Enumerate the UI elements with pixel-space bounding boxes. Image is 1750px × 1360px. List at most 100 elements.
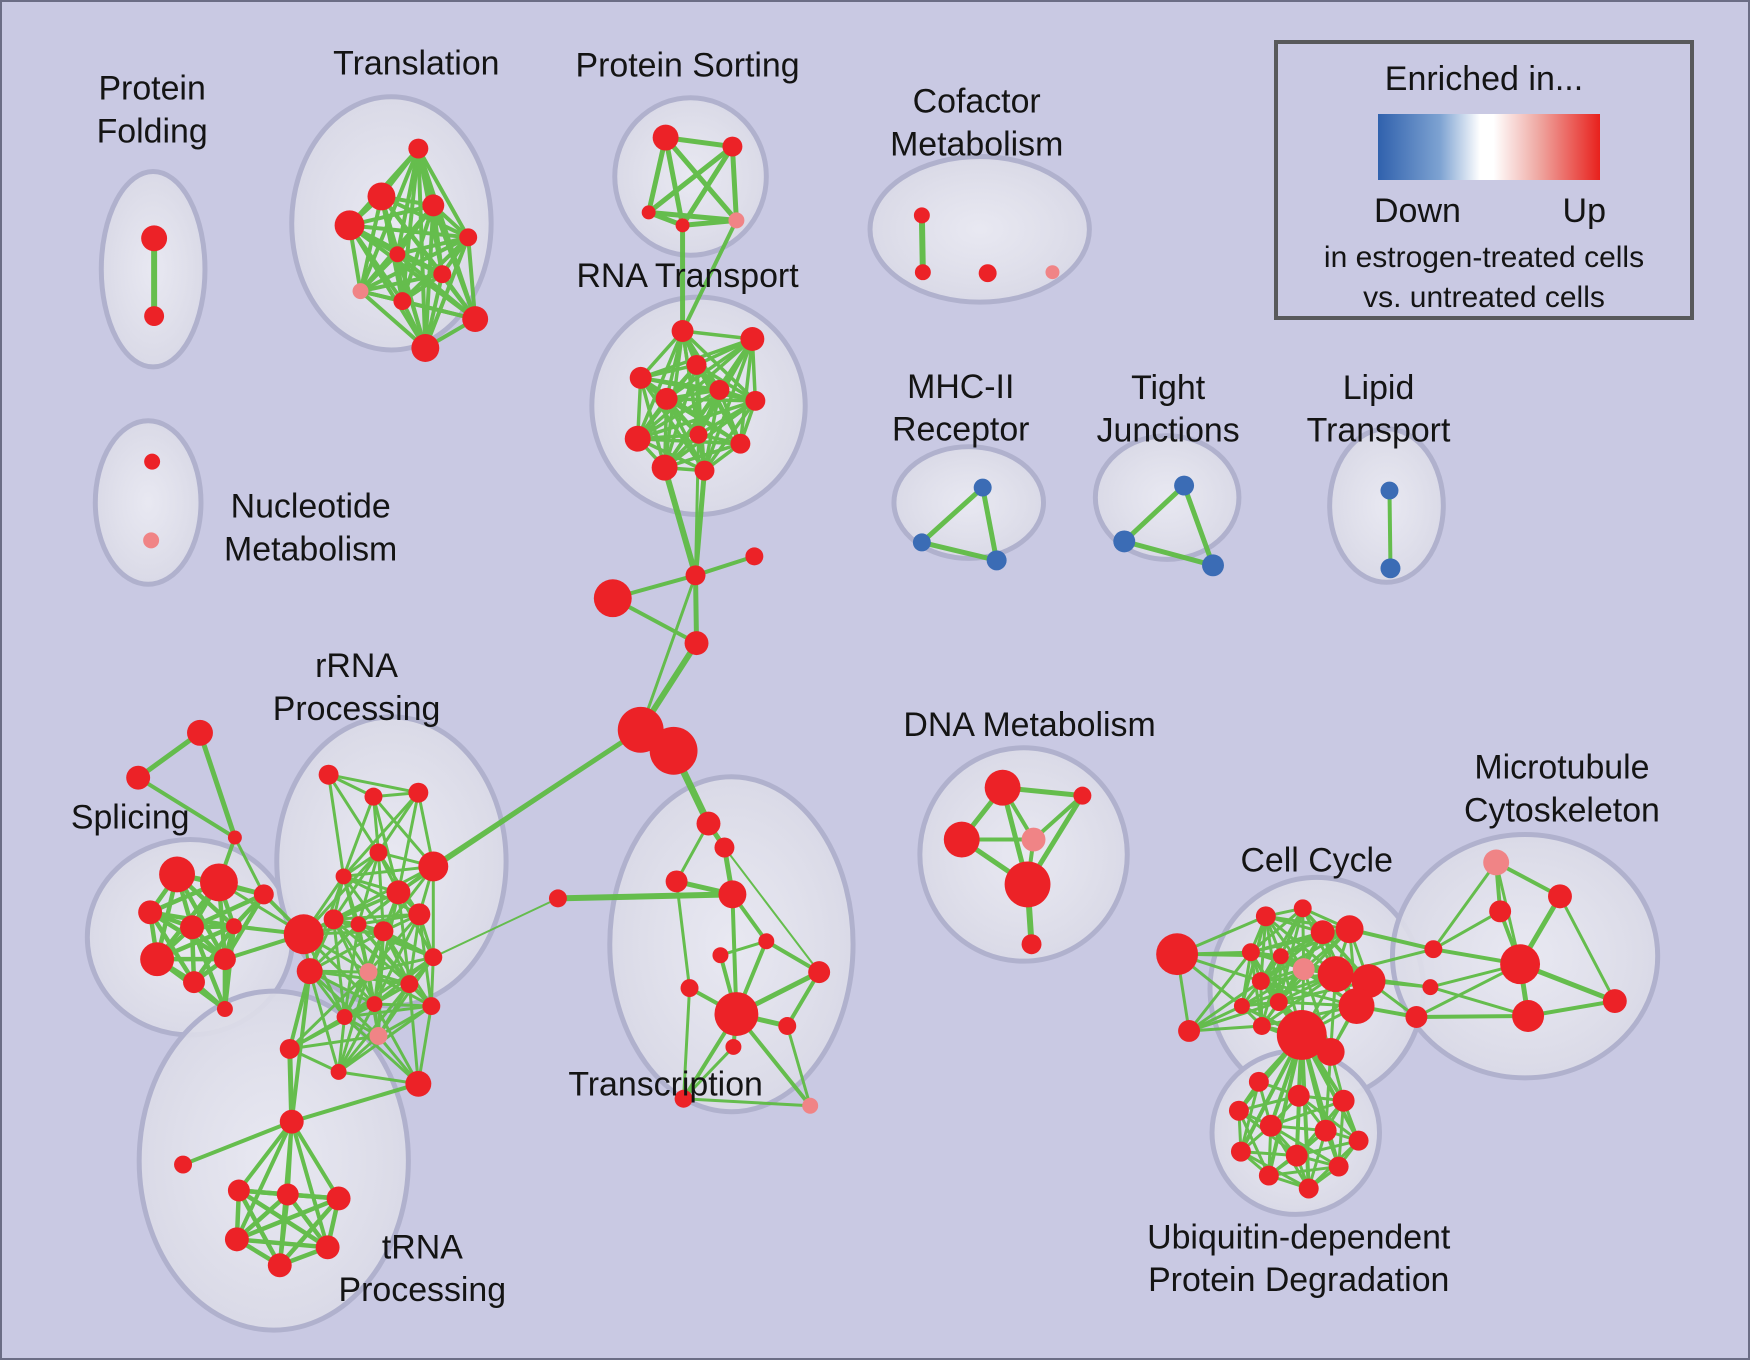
enrichment-edge — [635, 399, 758, 441]
gene-set-node-r9 — [730, 433, 751, 454]
cluster-label-nucleotide-metabolism-line1: Nucleotide — [231, 487, 391, 525]
gene-set-node-p3 — [675, 218, 690, 233]
enrichment-edge — [680, 217, 739, 228]
gene-set-node-tc7 — [808, 961, 831, 984]
enrichment-edge — [702, 388, 722, 473]
gene-set-node-m2 — [986, 550, 1007, 571]
gene-set-node-tp3 — [276, 1183, 299, 1206]
gene-set-node-rr19 — [336, 1009, 353, 1025]
legend: Enriched in... Down Up in estrogen-treat… — [1274, 40, 1694, 320]
gene-set-node-rr11 — [373, 921, 394, 942]
gene-set-node-j3 — [684, 631, 709, 656]
enrichment-edge — [358, 272, 445, 294]
cluster-label-rrna-processing-line2: Processing — [273, 690, 441, 728]
enrichment-edge — [1181, 483, 1216, 568]
enrichment-edge — [1347, 927, 1436, 952]
enrichment-edge — [662, 399, 758, 470]
enrichment-edge — [416, 1004, 433, 1086]
gene-set-node-rr7 — [283, 914, 324, 955]
gene-set-node-r6 — [745, 390, 766, 411]
enrichment-edge — [396, 791, 420, 894]
gene-set-node-lt0 — [1380, 481, 1399, 500]
gene-set-node-cm0 — [913, 207, 930, 224]
cluster-label-tight-junctions-line2: Junctions — [1097, 412, 1240, 450]
gene-set-node-r10 — [651, 454, 678, 481]
gene-set-node-r11 — [694, 460, 715, 481]
enrichment-edge — [729, 144, 739, 223]
gene-set-node-rr2 — [408, 782, 429, 803]
gene-set-node-j2 — [593, 579, 632, 618]
enrichment-edge — [638, 376, 707, 473]
enrichment-edge — [423, 235, 471, 350]
gene-set-node-cc4 — [1335, 915, 1364, 944]
cluster-label-translation: Translation — [333, 45, 499, 83]
enrichment-edge — [554, 891, 736, 902]
cluster-label-transcription: Transcription — [568, 1066, 763, 1104]
gene-set-node-t8 — [393, 292, 412, 311]
gene-set-node-t4 — [459, 228, 478, 247]
gene-set-node-l0 — [548, 889, 567, 908]
enrichment-edge — [366, 955, 435, 974]
enrichment-edge — [337, 982, 411, 1074]
cluster-label-trna-processing-line2: Processing — [339, 1271, 507, 1309]
gene-set-node-s6 — [140, 942, 175, 977]
enrichment-edge — [395, 252, 478, 322]
enrichment-edge — [191, 924, 237, 985]
gene-set-node-p1 — [722, 136, 743, 157]
gene-set-node-cm3 — [1045, 265, 1060, 280]
enrichment-edge — [189, 892, 267, 930]
cluster-ellipse-nucleotide-metabolism — [92, 418, 204, 587]
cluster-label-protein-folding-line2: Folding — [97, 113, 208, 151]
enrichment-edge — [181, 1119, 294, 1167]
enrichment-edge — [332, 864, 435, 921]
enrichment-edge — [332, 917, 347, 1019]
gene-set-node-tc10 — [778, 1017, 797, 1035]
enrichment-edge — [287, 969, 312, 1051]
enrichment-edge — [236, 1119, 294, 1193]
gene-set-node-mt2 — [1489, 900, 1512, 923]
enrichment-edge — [136, 775, 237, 840]
gene-set-node-mt0 — [1483, 849, 1510, 876]
enrichment-edge — [343, 922, 361, 1019]
enrichment-edge — [682, 1045, 735, 1101]
enrichment-edge — [1187, 1000, 1281, 1033]
enrichment-edge — [327, 773, 380, 854]
gene-set-node-cc8 — [1251, 972, 1270, 991]
enrichment-edge — [289, 969, 312, 1124]
enrichment-edge — [376, 929, 385, 1038]
gene-set-node-c1 — [714, 837, 735, 858]
gene-set-node-pf0 — [141, 225, 168, 252]
gene-set-node-cc9 — [1317, 956, 1354, 993]
gene-set-node-u5 — [1259, 1114, 1282, 1137]
gene-set-node-u10 — [1328, 1156, 1349, 1177]
gene-set-node-s0 — [159, 856, 196, 893]
enrichment-edge — [197, 730, 238, 841]
enrichment-edge — [694, 433, 701, 577]
enrichment-edge — [682, 986, 692, 1101]
gene-set-node-cc2 — [1293, 899, 1312, 918]
gene-set-node-tc5 — [712, 947, 729, 964]
gene-set-node-rr14 — [359, 963, 378, 982]
gene-set-node-gb — [126, 765, 151, 790]
enrichment-edge — [431, 203, 478, 322]
enrichment-edge — [342, 795, 375, 878]
enrichment-edge — [366, 912, 421, 974]
gene-set-node-rr3 — [369, 843, 388, 862]
enrichment-edge — [372, 912, 421, 1006]
enrichment-edge — [288, 1015, 347, 1051]
gene-set-node-cc7 — [1292, 958, 1315, 981]
gene-set-node-nm0 — [144, 453, 161, 470]
cluster-label-cofactor-metabolism-line1: Cofactor — [913, 83, 1041, 121]
gene-set-node-d5 — [1021, 934, 1042, 955]
enrichment-edge — [662, 441, 743, 470]
gene-set-node-rr22 — [330, 1063, 347, 1080]
gene-set-node-cc1 — [1255, 906, 1276, 927]
gene-set-node-rr1 — [364, 787, 383, 806]
enrichment-edge — [1187, 950, 1253, 1033]
gene-set-node-d0 — [984, 769, 1021, 806]
gene-set-node-d4 — [1004, 861, 1051, 908]
enrichment-edge — [288, 1034, 380, 1051]
enrichment-edge — [702, 399, 758, 473]
gene-set-node-u3 — [1332, 1089, 1355, 1112]
gene-set-node-nm1 — [143, 532, 160, 549]
